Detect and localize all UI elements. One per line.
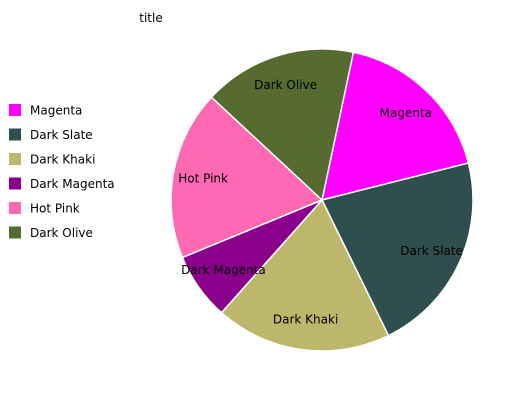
legend-label-dark-olive: Dark Olive — [30, 226, 93, 240]
slice-dark-olive — [210, 48, 355, 202]
slice-label-dark-slate: Dark Slate — [400, 244, 463, 258]
slice-label-dark-olive: Dark Olive — [254, 78, 317, 92]
slice-label-dark-khaki: Dark Khaki — [273, 313, 338, 327]
legend-label-dark-khaki: Dark Khaki — [30, 153, 95, 167]
chart-title: title — [139, 11, 162, 25]
slice-label-magenta: Magenta — [380, 106, 432, 120]
legend-label-hot-pink: Hot Pink — [30, 202, 80, 216]
pie-slices — [170, 48, 474, 352]
slice-magenta — [321, 51, 470, 202]
slice-dark-khaki — [220, 198, 390, 352]
legend-label-dark-magenta: Dark Magenta — [30, 177, 115, 191]
slice-dark-slate — [320, 162, 474, 337]
legend-swatch-hot-pink — [9, 202, 21, 214]
slice-hot-pink — [170, 96, 324, 259]
legend: Magenta Dark Slate Dark Khaki Dark Magenta H… — [9, 104, 115, 240]
legend-swatch-dark-olive — [9, 226, 21, 239]
legend-swatch-magenta — [9, 104, 21, 116]
legend-swatch-dark-slate — [9, 128, 21, 141]
slice-label-dark-magenta: Dark Magenta — [181, 263, 266, 277]
legend-label-dark-slate: Dark Slate — [30, 128, 93, 142]
legend-swatch-dark-khaki — [9, 153, 21, 165]
slice-labels: Magenta Dark Slate Dark Khaki Dark Magenta H… — [178, 78, 463, 327]
slice-label-hot-pink: Hot Pink — [178, 172, 228, 186]
legend-label-magenta: Magenta — [30, 104, 82, 118]
legend-swatch-dark-magenta — [9, 177, 21, 190]
